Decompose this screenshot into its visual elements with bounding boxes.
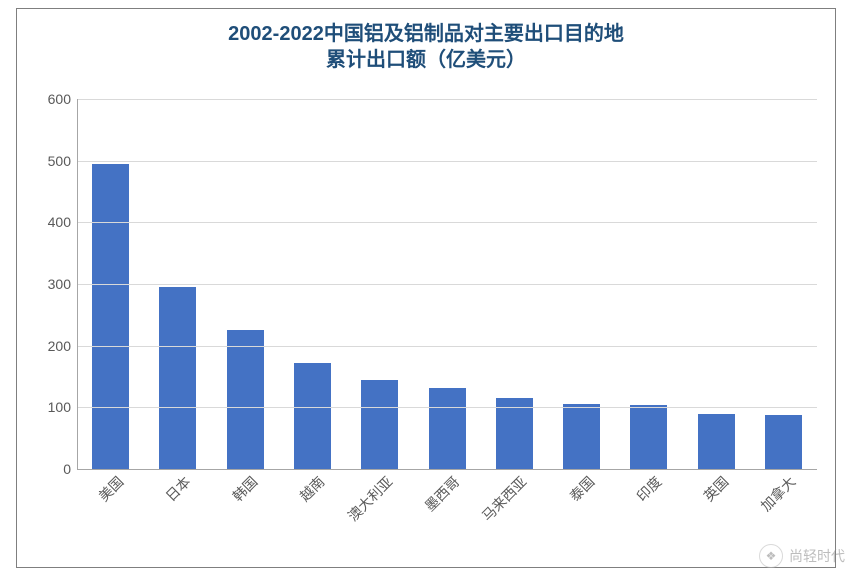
x-tick-label: 泰国 — [562, 469, 599, 506]
bar — [563, 404, 600, 469]
x-tick-label: 日本 — [158, 469, 195, 506]
x-tick-label: 越南 — [293, 469, 330, 506]
plot-area: 0100200300400500600美国日本韩国越南澳大利亚墨西哥马来西亚泰国… — [77, 99, 817, 469]
x-tick-label: 澳大利亚 — [340, 469, 397, 526]
bar — [361, 380, 398, 469]
y-tick-label: 0 — [63, 461, 77, 477]
bar — [227, 330, 264, 469]
y-axis-line — [77, 99, 78, 469]
gridline — [77, 346, 817, 347]
gridline — [77, 284, 817, 285]
bar — [630, 405, 667, 469]
x-tick-label: 墨西哥 — [417, 469, 464, 516]
x-tick-label: 马来西亚 — [475, 469, 532, 526]
x-tick-label: 印度 — [629, 469, 666, 506]
watermark-text: 尚轻时代 — [789, 546, 845, 566]
y-tick-label: 100 — [48, 399, 77, 415]
bar — [496, 398, 533, 469]
chart-title: 2002-2022中国铝及铝制品对主要出口目的地 累计出口额（亿美元） — [17, 21, 835, 73]
x-tick-label: 加拿大 — [754, 469, 801, 516]
watermark: ❖ 尚轻时代 — [759, 544, 845, 568]
gridline — [77, 161, 817, 162]
y-tick-label: 500 — [48, 153, 77, 169]
x-tick-label: 英国 — [696, 469, 733, 506]
chart-title-line2: 累计出口额（亿美元） — [17, 47, 835, 73]
gridline — [77, 99, 817, 100]
y-tick-label: 300 — [48, 276, 77, 292]
bar — [698, 414, 735, 470]
chart-title-line1: 2002-2022中国铝及铝制品对主要出口目的地 — [17, 21, 835, 47]
bar — [294, 363, 331, 469]
gridline — [77, 407, 817, 408]
gridline — [77, 222, 817, 223]
y-tick-label: 400 — [48, 214, 77, 230]
wechat-icon: ❖ — [759, 544, 783, 568]
x-tick-label: 韩国 — [225, 469, 262, 506]
bar — [429, 388, 466, 469]
chart-container: 2002-2022中国铝及铝制品对主要出口目的地 累计出口额（亿美元） 0100… — [16, 8, 836, 568]
bar — [92, 164, 129, 469]
x-tick-label: 美国 — [91, 469, 128, 506]
bar — [159, 287, 196, 469]
bar — [765, 415, 802, 469]
y-tick-label: 600 — [48, 91, 77, 107]
y-tick-label: 200 — [48, 338, 77, 354]
